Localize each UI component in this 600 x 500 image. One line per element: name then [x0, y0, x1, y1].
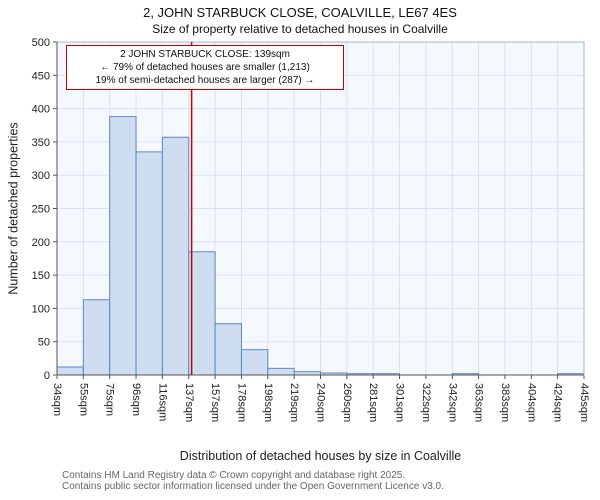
x-tick-label: 424sqm [552, 383, 564, 422]
x-tick-label: 404sqm [525, 383, 537, 422]
annotation-line-3: 19% of semi-detached houses are larger (… [95, 75, 315, 86]
y-tick-label: 300 [32, 170, 50, 182]
y-tick-label: 500 [32, 37, 50, 49]
histogram-bar [109, 116, 137, 376]
histogram-bar [240, 349, 269, 376]
y-tick-label: 50 [38, 337, 50, 349]
histogram-bar [267, 367, 295, 376]
property-annotation-box: 2 JOHN STARBUCK CLOSE: 139sqm ← 79% of d… [66, 45, 344, 90]
histogram-bar [188, 251, 216, 376]
histogram-bar [82, 299, 111, 376]
x-tick-label: 178sqm [235, 383, 247, 422]
x-tick-label: 198sqm [262, 383, 274, 422]
y-axis-label: Number of detached properties [6, 122, 21, 295]
x-tick-label: 137sqm [183, 383, 195, 422]
histogram-bar [56, 366, 84, 376]
histogram-bar [214, 323, 242, 376]
y-tick-label: 0 [44, 370, 50, 382]
x-tick-label: 116sqm [156, 383, 168, 421]
x-tick-label: 75sqm [104, 383, 116, 416]
y-tick-label: 400 [32, 104, 50, 116]
y-tick-label: 150 [32, 270, 50, 282]
x-axis-label: Distribution of detached houses by size … [179, 449, 462, 463]
y-tick-label: 250 [32, 204, 50, 216]
annotation-line-1: 2 JOHN STARBUCK CLOSE: 139sqm [120, 49, 290, 60]
x-tick-label: 445sqm [578, 383, 590, 422]
footer-copyright-line: Contains HM Land Registry data © Crown c… [62, 470, 406, 481]
chart-title: 2, JOHN STARBUCK CLOSE, COALVILLE, LE67 … [143, 5, 457, 20]
x-tick-label: 219sqm [288, 383, 300, 422]
x-tick-label: 281sqm [367, 383, 379, 422]
x-tick-label: 34sqm [51, 383, 63, 416]
x-tick-label: 383sqm [499, 383, 511, 422]
x-tick-label: 55sqm [77, 383, 89, 416]
x-tick-label: 240sqm [315, 383, 327, 422]
histogram-bar [161, 136, 190, 376]
annotation-line-2: ← 79% of detached houses are smaller (1,… [100, 62, 310, 73]
x-tick-label: 363sqm [473, 383, 485, 422]
x-tick-label: 322sqm [420, 383, 432, 422]
x-tick-label: 157sqm [209, 383, 221, 422]
footer-licence-line: Contains public sector information licen… [62, 481, 444, 492]
y-tick-label: 450 [32, 70, 50, 82]
y-tick-label: 200 [32, 237, 50, 249]
x-tick-label: 301sqm [394, 383, 406, 422]
x-tick-label: 96sqm [130, 383, 142, 416]
x-tick-label: 342sqm [446, 383, 458, 422]
x-tick-label: 260sqm [341, 383, 353, 422]
y-tick-label: 350 [32, 137, 50, 149]
y-tick-label: 100 [32, 303, 50, 315]
histogram-bar [135, 151, 163, 376]
chart-subtitle: Size of property relative to detached ho… [152, 22, 448, 36]
